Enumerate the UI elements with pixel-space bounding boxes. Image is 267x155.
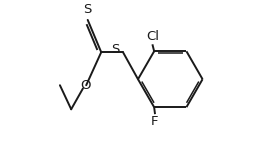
Text: F: F [151, 115, 159, 128]
Text: S: S [84, 3, 92, 16]
Text: O: O [80, 80, 91, 93]
Text: Cl: Cl [146, 30, 159, 43]
Text: S: S [111, 43, 119, 56]
